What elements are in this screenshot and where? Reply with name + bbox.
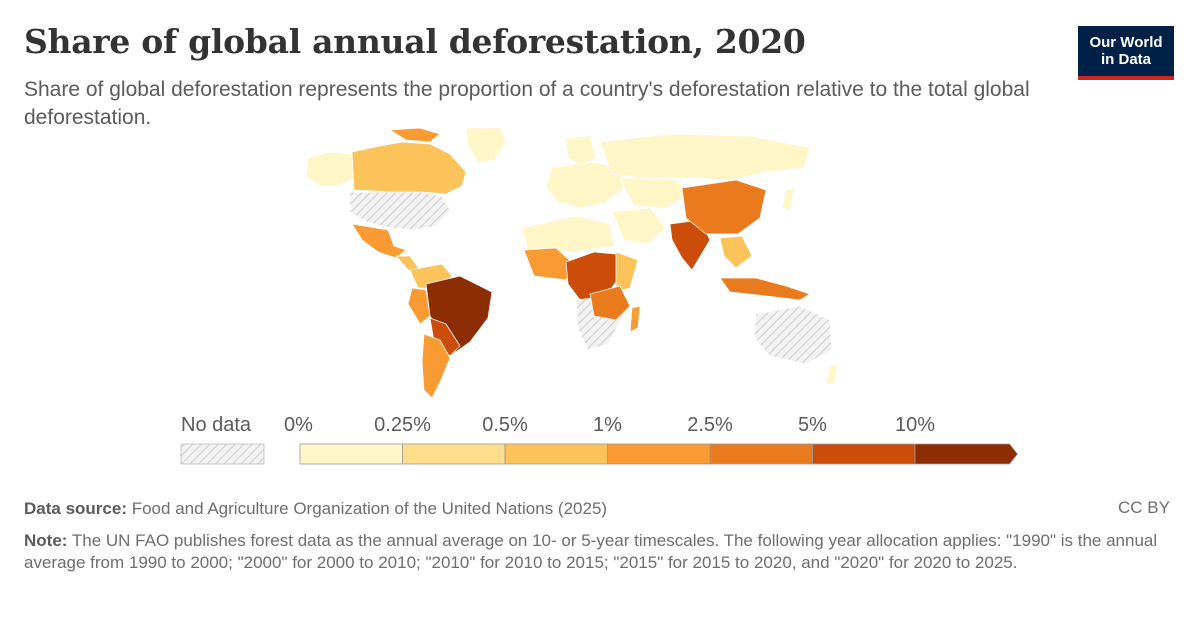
map-region-greenland[interactable]	[465, 128, 507, 163]
legend-tick-label: 10%	[894, 414, 936, 436]
map-region-east-africa[interactable]	[615, 251, 639, 293]
note-label: Note:	[24, 531, 68, 550]
map-region-scandinavia[interactable]	[565, 135, 597, 167]
map-region-mozambique-zambia[interactable]	[589, 285, 631, 321]
license-link[interactable]: CC BY	[1118, 498, 1170, 517]
legend-tick-label: 0%	[284, 414, 313, 436]
map-region-russia[interactable]	[599, 133, 811, 181]
logo-line-2: in Data	[1100, 51, 1151, 68]
data-source: Data source: Food and Agriculture Organi…	[24, 498, 607, 520]
legend-tick-label: 2.5%	[687, 414, 733, 436]
map-region-argentina-chile[interactable]	[421, 333, 451, 398]
map-region-southeast-asia[interactable]	[719, 235, 753, 269]
map-region-usa[interactable]	[349, 191, 451, 231]
legend-bin-0[interactable]	[299, 443, 403, 465]
owid-logo[interactable]: Our World in Data	[1078, 26, 1174, 80]
map-region-middle-east[interactable]	[611, 207, 667, 245]
map-region-new-zealand[interactable]	[825, 363, 839, 385]
legend-bin-1[interactable]	[402, 443, 506, 465]
map-region-central-asia[interactable]	[619, 177, 691, 209]
map-region-indonesia[interactable]	[719, 277, 811, 301]
map-region-europe[interactable]	[545, 161, 625, 209]
chart-note: Note: The UN FAO publishes forest data a…	[24, 530, 1184, 574]
map-region-japan[interactable]	[781, 187, 795, 211]
source-label: Data source:	[24, 499, 127, 518]
map-region-madagascar[interactable]	[629, 305, 641, 333]
map-region-canada[interactable]	[351, 141, 467, 195]
map-region-alaska[interactable]	[305, 151, 355, 187]
legend-tick-label: 5%	[798, 414, 827, 436]
map-region-peru[interactable]	[407, 287, 431, 325]
legend-no-data-label: No data	[181, 414, 252, 436]
legend-bin-4[interactable]	[709, 443, 813, 465]
legend-bin-6[interactable]	[914, 443, 1019, 465]
legend-tick-label: 1%	[593, 414, 622, 436]
map-region-mexico[interactable]	[351, 223, 407, 259]
map-region-north-africa[interactable]	[521, 215, 615, 253]
legend-tick-label: 0.5%	[482, 414, 528, 436]
map-region-canada-arctic[interactable]	[389, 128, 441, 143]
legend-bin-5[interactable]	[812, 443, 916, 465]
map-region-australia[interactable]	[753, 305, 833, 365]
logo-line-1: Our World	[1089, 34, 1163, 51]
chart-title: Share of global annual deforestation, 20…	[24, 22, 806, 61]
map-region-central-africa[interactable]	[565, 251, 623, 301]
chart-subtitle: Share of global deforestation represents…	[24, 78, 1030, 129]
legend-bin-3[interactable]	[607, 443, 711, 465]
legend-bin-2[interactable]	[504, 443, 608, 465]
world-map[interactable]	[290, 128, 850, 398]
source-text[interactable]: Food and Agriculture Organization of the…	[131, 499, 608, 518]
legend-tick-label: 0.25%	[374, 414, 431, 436]
legend-no-data-swatch	[180, 443, 265, 465]
map-region-china[interactable]	[681, 179, 767, 235]
note-text: The UN FAO publishes forest data as the …	[24, 531, 1158, 572]
